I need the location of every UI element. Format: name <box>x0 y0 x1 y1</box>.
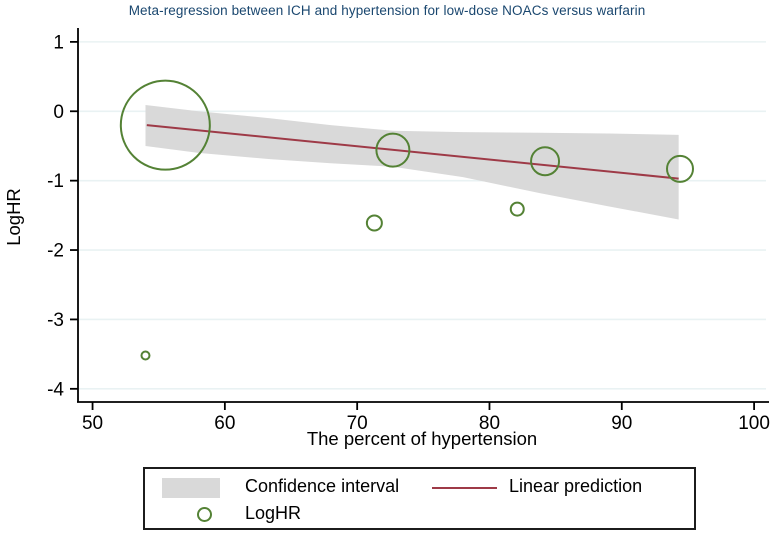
legend-label-confidence-interval: Confidence interval <box>245 476 400 496</box>
y-tick-label: -1 <box>47 171 64 192</box>
confidence-interval-swatch <box>162 478 220 498</box>
loghr-bubble <box>509 201 525 217</box>
linear-prediction-line <box>146 124 679 180</box>
legend-label-linear-prediction: Linear prediction <box>509 476 643 496</box>
x-tick-label: 70 <box>347 413 368 434</box>
y-tick-label: -3 <box>47 310 64 331</box>
x-axis-title: The percent of hypertension <box>306 428 538 449</box>
loghr-bubble <box>365 214 383 232</box>
confidence-band <box>145 105 679 220</box>
y-tick-label: -4 <box>47 379 64 400</box>
loghr-bubble <box>140 350 151 361</box>
loghr-bubble <box>119 79 211 171</box>
plot-area: 1 0 -1 -2 -3 -4 50 60 70 80 90 100 <box>47 28 770 434</box>
y-axis-title: LogHR <box>3 188 24 246</box>
loghr-bubble <box>666 154 694 183</box>
x-tick-label: 100 <box>738 413 770 434</box>
loghr-marker-swatch <box>197 507 212 522</box>
x-tick-label: 90 <box>611 413 632 434</box>
linear-prediction-line-swatch <box>432 487 497 489</box>
y-tick-label: 0 <box>53 102 64 123</box>
loghr-bubble <box>530 146 561 177</box>
legend: Confidence interval Linear prediction Lo… <box>143 467 696 530</box>
y-tick-label: -2 <box>47 241 64 262</box>
x-tick-label: 50 <box>82 413 103 434</box>
chart-title: Meta-regression between ICH and hyperten… <box>128 3 646 18</box>
y-tick-label: 1 <box>53 32 64 53</box>
legend-label-loghr: LogHR <box>245 503 302 523</box>
x-tick-label: 80 <box>479 413 500 434</box>
x-tick-label: 60 <box>214 413 235 434</box>
loghr-bubble <box>375 132 411 168</box>
